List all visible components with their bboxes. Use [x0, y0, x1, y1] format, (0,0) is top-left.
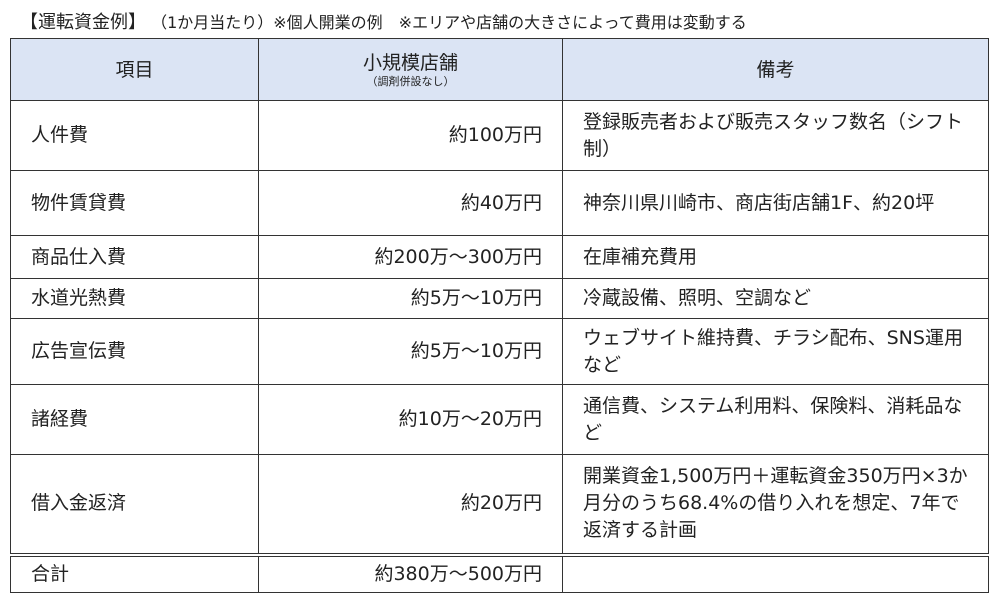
table-row: 借入金返済 約20万円 開業資金1,500万円＋運転資金350万円×3か月分のうち6… — [10, 454, 989, 555]
cell-item: 諸経費 — [10, 384, 259, 455]
cell-amount: 約200万～300万円 — [258, 235, 563, 279]
table-row: 人件費 約100万円 登録販売者および販売スタッフ数名（シフト制） — [10, 100, 989, 171]
total-row: 合計 約380万～500万円 — [10, 552, 989, 593]
cell-amount: 約40万円 — [258, 170, 563, 236]
operating-funds-table: 項目 小規模店舗 （調剤併設なし） 備考 人件費 約100万円 登録販売者および販売ス… — [10, 38, 989, 593]
table-caption: 【運転資金例】 （1か月当たり）※個人開業の例 ※エリアや店舗の大きさによって費… — [20, 8, 747, 34]
total-label: 合計 — [10, 552, 259, 593]
table-row: 水道光熱費 約5万～10万円 冷蔵設備、照明、空調など — [10, 278, 989, 319]
cell-note: 開業資金1,500万円＋運転資金350万円×3か月分のうち68.4%の借り入れを… — [562, 454, 989, 555]
cell-amount: 約5万～10万円 — [258, 318, 563, 385]
caption-title: 【運転資金例】 — [20, 12, 146, 33]
cell-amount: 約5万～10万円 — [258, 278, 563, 319]
cell-amount: 約10万～20万円 — [258, 384, 563, 455]
header-row: 項目 小規模店舗 （調剤併設なし） 備考 — [10, 38, 989, 101]
header-small-store: 小規模店舗 （調剤併設なし） — [258, 38, 563, 101]
cell-item: 水道光熱費 — [10, 278, 259, 319]
header-notes: 備考 — [562, 38, 989, 101]
cell-note: 登録販売者および販売スタッフ数名（シフト制） — [562, 100, 989, 171]
cell-item: 物件賃貸費 — [10, 170, 259, 236]
cell-note: 冷蔵設備、照明、空調など — [562, 278, 989, 319]
table-row: 広告宣伝費 約5万～10万円 ウェブサイト維持費、チラシ配布、SNS運用など — [10, 318, 989, 385]
total-amount: 約380万～500万円 — [258, 552, 563, 593]
cell-item: 借入金返済 — [10, 454, 259, 555]
cell-item: 商品仕入費 — [10, 235, 259, 279]
caption-note: （1か月当たり）※個人開業の例 ※エリアや店舗の大きさによって費用は変動する — [151, 13, 747, 32]
cell-amount: 約20万円 — [258, 454, 563, 555]
cell-note: 通信費、システム利用料、保険料、消耗品など — [562, 384, 989, 455]
table-row: 諸経費 約10万～20万円 通信費、システム利用料、保険料、消耗品など — [10, 384, 989, 455]
cell-item: 広告宣伝費 — [10, 318, 259, 385]
cell-item: 人件費 — [10, 100, 259, 171]
total-note — [562, 552, 989, 593]
cell-note: 在庫補充費用 — [562, 235, 989, 279]
table-row: 商品仕入費 約200万～300万円 在庫補充費用 — [10, 235, 989, 279]
cell-note: 神奈川県川崎市、商店街店舗1F、約20坪 — [562, 170, 989, 236]
table-row: 物件賃貸費 約40万円 神奈川県川崎市、商店街店舗1F、約20坪 — [10, 170, 989, 236]
header-item: 項目 — [10, 38, 259, 101]
cell-note: ウェブサイト維持費、チラシ配布、SNS運用など — [562, 318, 989, 385]
cell-amount: 約100万円 — [258, 100, 563, 171]
